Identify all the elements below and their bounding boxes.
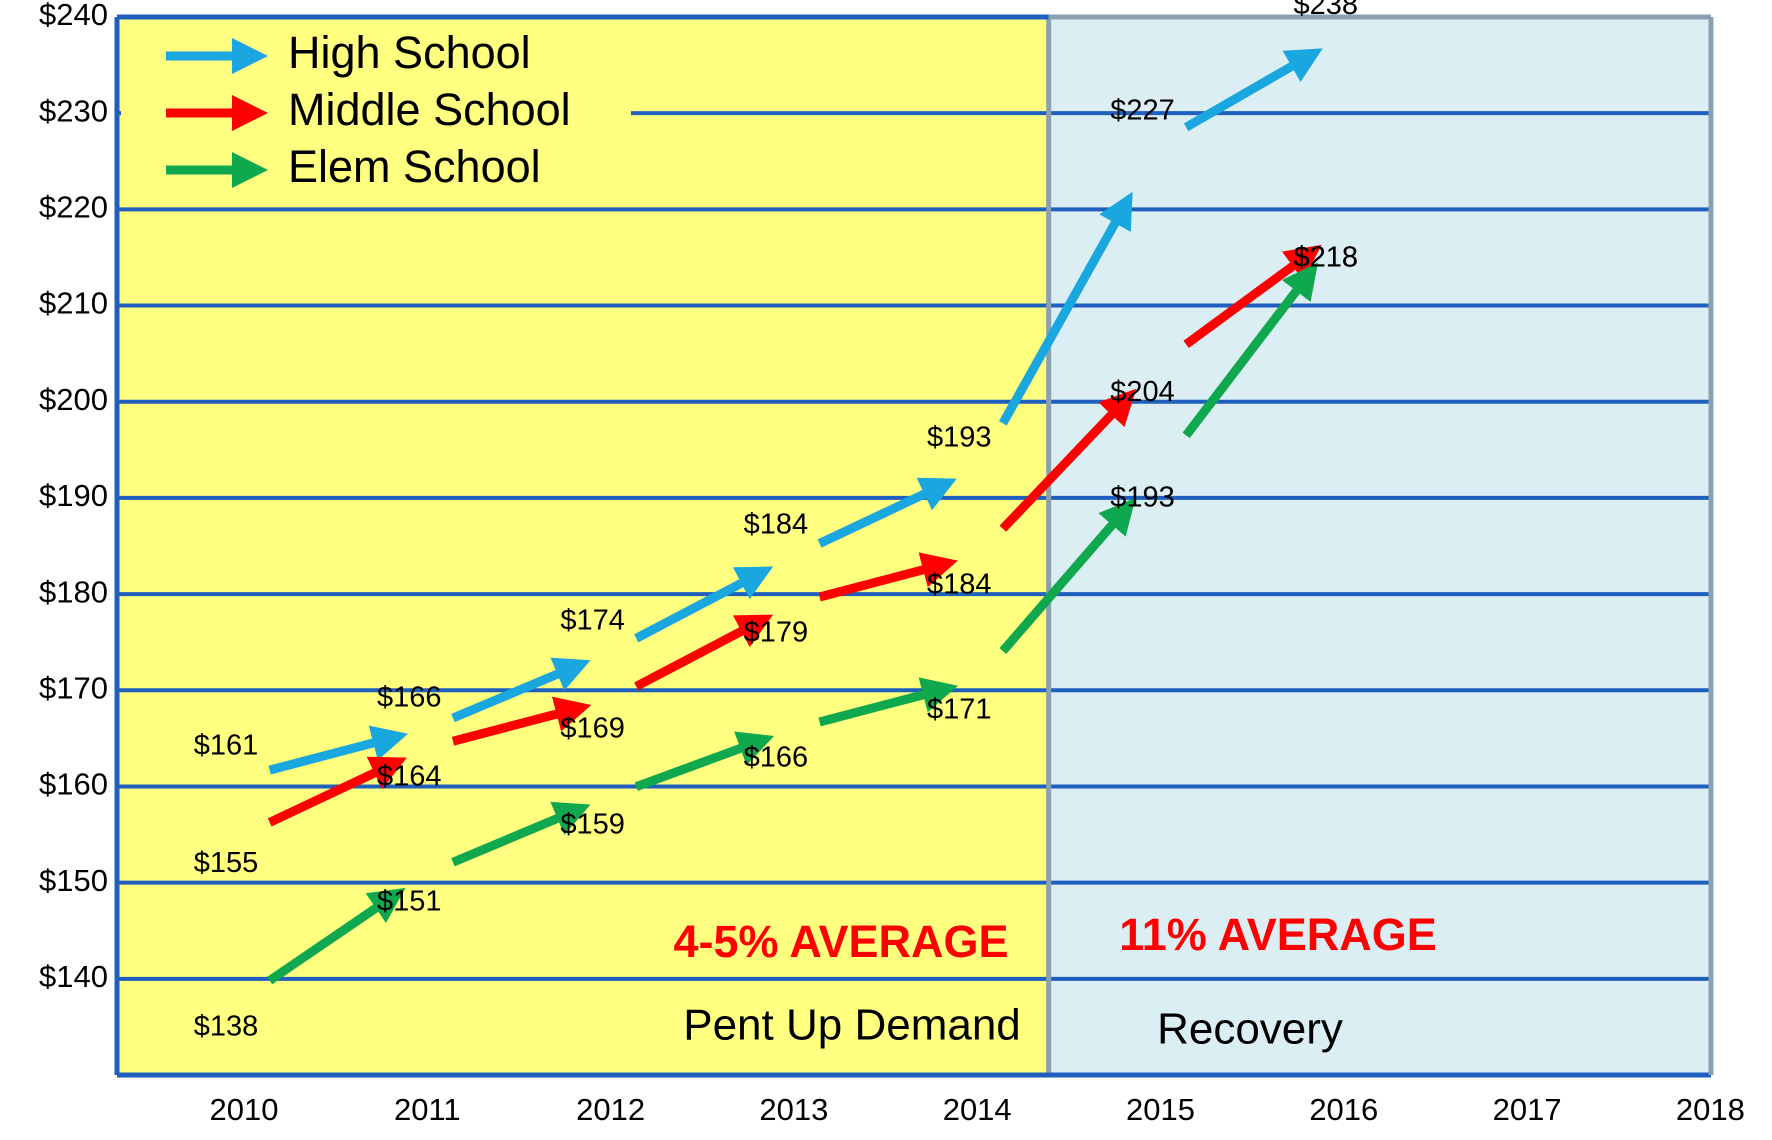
data-label: $138 xyxy=(194,1011,259,1043)
arrow-segment xyxy=(267,887,406,985)
data-label: $171 xyxy=(927,693,992,725)
arrow-segment xyxy=(634,614,774,691)
data-label: $204 xyxy=(1110,376,1175,408)
y-tick-label: $200 xyxy=(39,382,108,417)
legend-label: Elem School xyxy=(288,141,541,192)
data-label: $179 xyxy=(744,616,809,648)
data-label: $164 xyxy=(377,761,442,793)
y-tick-label: $240 xyxy=(39,0,108,32)
data-label: $155 xyxy=(194,847,259,879)
arrow-segment xyxy=(1183,48,1323,132)
data-label: $193 xyxy=(927,422,992,454)
legend-label: Middle School xyxy=(288,84,571,135)
data-label: $218 xyxy=(1294,241,1359,273)
x-tick-label: 2012 xyxy=(576,1092,645,1127)
arrow-segment xyxy=(999,497,1136,654)
data-label: $159 xyxy=(560,809,625,841)
y-tick-label: $160 xyxy=(39,767,108,802)
arrow-segment xyxy=(451,801,591,867)
data-label: $184 xyxy=(927,568,992,600)
x-tick-label: 2010 xyxy=(210,1092,279,1127)
region xyxy=(1048,17,1711,1075)
x-tick-label: 2015 xyxy=(1126,1092,1195,1127)
y-tick-label: $140 xyxy=(39,959,108,994)
y-tick-label: $230 xyxy=(39,93,108,128)
arrow-segment xyxy=(818,552,958,602)
arrow-segment xyxy=(1182,262,1319,439)
arrow-segment xyxy=(451,696,592,746)
legend-label: High School xyxy=(288,27,531,78)
arrow-segment xyxy=(999,388,1137,532)
data-label: $166 xyxy=(377,681,442,713)
y-tick-label: $170 xyxy=(39,670,108,705)
annotation: 4-5% AVERAGE xyxy=(673,916,1008,967)
x-tick-label: 2011 xyxy=(394,1092,461,1127)
x-tick-label: 2018 xyxy=(1676,1092,1745,1127)
arrow-segment xyxy=(451,657,591,723)
y-tick-label: $190 xyxy=(39,478,108,513)
data-label: $161 xyxy=(194,729,259,761)
data-label: $166 xyxy=(744,741,809,773)
x-tick-label: 2013 xyxy=(759,1092,828,1127)
data-label: $227 xyxy=(1110,95,1175,127)
y-tick-label: $220 xyxy=(39,190,108,225)
arrow-segment xyxy=(818,677,958,727)
data-label: $174 xyxy=(560,604,625,636)
data-label: $169 xyxy=(560,713,625,745)
arrow-segment xyxy=(998,191,1133,426)
region-label: Recovery xyxy=(1157,1005,1343,1054)
x-tick-label: 2017 xyxy=(1493,1092,1562,1127)
arrow-segment xyxy=(634,731,775,791)
x-tick-label: 2014 xyxy=(943,1092,1012,1127)
annotation: 11% AVERAGE xyxy=(1119,909,1437,960)
y-tick-label: $180 xyxy=(39,574,108,609)
y-tick-label: $150 xyxy=(39,863,108,898)
arrow-segment xyxy=(267,756,407,827)
data-label: $151 xyxy=(377,886,442,918)
data-label: $184 xyxy=(744,508,809,540)
y-tick-label: $210 xyxy=(39,286,108,321)
data-label: $238 xyxy=(1294,0,1359,21)
data-label: $193 xyxy=(1110,482,1175,514)
arrow-segment xyxy=(817,477,957,548)
arrow-segment xyxy=(634,566,774,643)
x-tick-label: 2016 xyxy=(1309,1092,1378,1127)
arrow-segment xyxy=(268,725,409,775)
region-label: Pent Up Demand xyxy=(683,1001,1021,1050)
